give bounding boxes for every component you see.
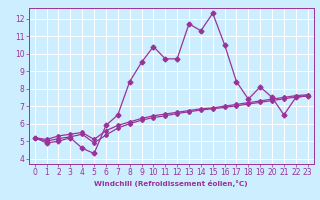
X-axis label: Windchill (Refroidissement éolien,°C): Windchill (Refroidissement éolien,°C) <box>94 180 248 187</box>
